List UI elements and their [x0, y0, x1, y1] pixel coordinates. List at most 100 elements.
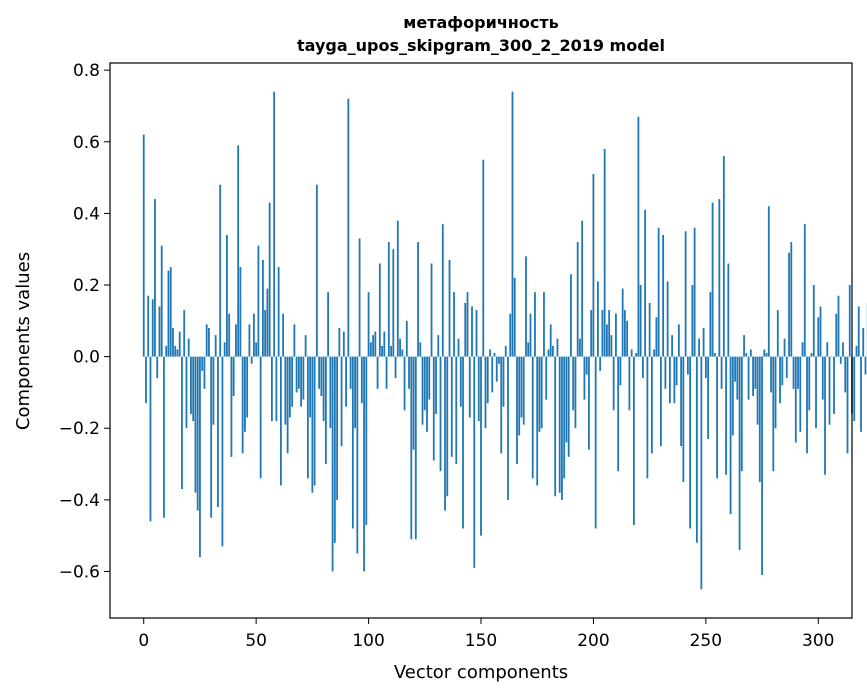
- bar: [300, 356, 303, 407]
- bar: [754, 356, 757, 389]
- bar: [230, 356, 233, 457]
- bar: [513, 277, 516, 357]
- y-tick-label: 0.2: [73, 276, 100, 296]
- bar: [815, 356, 817, 429]
- bar: [347, 98, 350, 357]
- bar: [428, 356, 431, 400]
- bar: [617, 356, 620, 472]
- bar: [412, 356, 415, 450]
- bar: [731, 356, 734, 436]
- bar: [790, 242, 793, 357]
- bar: [226, 234, 228, 357]
- bar: [801, 342, 804, 357]
- bar: [183, 310, 186, 357]
- bar: [698, 338, 700, 357]
- bar: [570, 274, 572, 357]
- bar: [797, 356, 799, 389]
- bar: [680, 356, 683, 447]
- bar: [322, 356, 325, 422]
- bar: [331, 356, 334, 572]
- bar: [264, 310, 267, 357]
- bar: [237, 145, 240, 357]
- bar: [668, 356, 671, 404]
- chart-subtitle: tayga_upos_skipgram_300_2_2019 model: [297, 36, 665, 55]
- bar: [839, 356, 842, 364]
- bar: [527, 342, 530, 357]
- bar: [390, 345, 392, 357]
- bar: [214, 335, 217, 357]
- bar: [453, 292, 455, 357]
- bar: [846, 356, 849, 454]
- bar: [671, 335, 674, 357]
- bar: [650, 356, 653, 454]
- bar: [545, 356, 548, 400]
- bar: [212, 356, 215, 425]
- bar: [464, 302, 467, 357]
- bar: [711, 202, 714, 357]
- bar: [657, 227, 660, 357]
- bar: [536, 356, 539, 486]
- bar: [169, 267, 172, 357]
- bar: [853, 356, 856, 422]
- bar: [444, 356, 446, 511]
- bar: [313, 356, 316, 486]
- bar: [329, 356, 332, 429]
- bar: [151, 299, 154, 357]
- x-tick-label: 250: [690, 631, 722, 651]
- y-tick-label: 0.8: [73, 61, 100, 81]
- bar: [783, 338, 786, 357]
- bar: [558, 356, 561, 493]
- bar: [250, 356, 253, 364]
- bar: [716, 356, 718, 479]
- bar: [677, 324, 680, 357]
- bar: [646, 356, 649, 479]
- bar: [244, 356, 246, 432]
- bar: [576, 242, 579, 357]
- bar: [619, 356, 622, 386]
- y-tick-label: 0.6: [73, 133, 100, 153]
- bar: [590, 310, 593, 357]
- bar: [628, 356, 631, 411]
- bar: [608, 310, 611, 357]
- bar: [403, 356, 406, 411]
- bar: [257, 245, 260, 357]
- bar: [349, 356, 352, 389]
- bar: [185, 356, 188, 429]
- bar: [156, 356, 159, 379]
- bar: [356, 356, 359, 554]
- bar: [581, 220, 584, 357]
- bar: [203, 356, 206, 389]
- bar: [707, 356, 709, 439]
- bar: [279, 356, 282, 486]
- bar: [648, 302, 651, 357]
- bar: [340, 356, 343, 447]
- bar: [324, 356, 327, 465]
- bar: [799, 356, 802, 432]
- bar: [709, 292, 712, 357]
- bar: [525, 256, 527, 357]
- bar: [606, 324, 608, 357]
- bar: [612, 356, 615, 411]
- bar: [626, 320, 629, 357]
- bar: [529, 313, 532, 357]
- bar: [747, 356, 750, 400]
- x-tick-label: 100: [352, 631, 384, 651]
- bar: [430, 263, 433, 357]
- bar: [673, 356, 676, 404]
- bar: [401, 349, 404, 357]
- bar: [396, 220, 399, 357]
- bar: [493, 353, 496, 357]
- bar: [534, 292, 536, 357]
- bar-series: [142, 91, 867, 590]
- bar: [704, 356, 707, 379]
- bar: [561, 356, 563, 500]
- bar: [828, 356, 831, 425]
- bar: [426, 356, 428, 432]
- bar: [830, 356, 833, 358]
- bar: [848, 285, 851, 357]
- bar: [740, 356, 743, 472]
- bar: [262, 259, 264, 357]
- bar: [437, 335, 440, 357]
- bar: [277, 267, 280, 357]
- bar: [176, 349, 179, 357]
